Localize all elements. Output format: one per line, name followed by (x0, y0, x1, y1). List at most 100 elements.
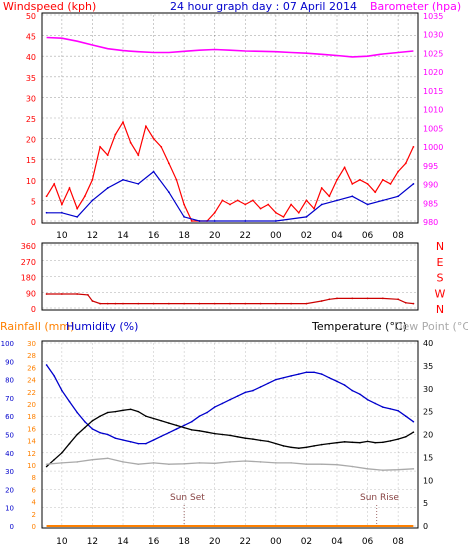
wind-x-tick: 04 (331, 231, 343, 241)
direction-point (213, 302, 216, 305)
humidity-point (313, 371, 315, 374)
temperature-point (91, 419, 94, 422)
series-gust (46, 120, 414, 222)
humidity-point (229, 398, 231, 401)
gust-point (160, 145, 163, 148)
average-point (183, 215, 186, 218)
temp-x-tick: 04 (331, 537, 343, 547)
dew-point-point (336, 463, 338, 466)
rain-y-tick: 16 (27, 425, 36, 433)
temperature-point (297, 447, 300, 450)
barometer-axis-label: Barometer (hpa) (370, 0, 461, 13)
temperature-point (213, 432, 216, 435)
temperature-point (83, 426, 86, 429)
dir-compass-tick: N (436, 240, 444, 253)
humidity-point (198, 415, 201, 418)
temp-y-tick: 40 (423, 339, 433, 348)
temperature-point (343, 441, 346, 443)
temperature-point (244, 437, 247, 439)
temperature-point (236, 435, 239, 438)
gust-point (381, 178, 384, 181)
humidity-point (343, 384, 346, 386)
dewpoint-axis-label: Dew Point (°C) (394, 320, 468, 333)
average-point (305, 215, 308, 218)
gust-point (320, 187, 323, 189)
direction-point (412, 302, 415, 305)
direction-chart: 0 N 90 W 180 S 270 E 360 N (21, 240, 446, 316)
direction-point (274, 302, 277, 305)
humidity-point (145, 442, 147, 445)
humidity-point (236, 395, 239, 397)
dir-compass-tick: W (435, 287, 446, 300)
rain-y-tick: 30 (27, 340, 36, 348)
direction-point (122, 302, 124, 305)
temperature-point (282, 445, 285, 447)
humidity-point (282, 376, 285, 379)
rain-y-tick: 18 (27, 413, 36, 421)
baro-y-tick: 1005 (423, 124, 443, 133)
humidity-point (122, 439, 124, 441)
dew-point-point (351, 465, 354, 468)
dew-point-point (275, 462, 277, 464)
direction-point (106, 302, 109, 305)
humidity-point (221, 402, 224, 405)
gust-point (53, 183, 56, 185)
direction-point (259, 302, 262, 305)
rain-y-tick: 12 (27, 450, 36, 458)
gust-point (83, 195, 86, 198)
direction-point (397, 298, 400, 301)
wind-x-tick: 20 (209, 231, 221, 241)
temp-y-tick: 5 (423, 499, 428, 508)
humidity-y-tick: 20 (5, 486, 14, 494)
temperature-point (198, 430, 201, 432)
humidity-point (412, 420, 415, 423)
humidity-point (328, 376, 331, 379)
gust-point (374, 191, 377, 194)
wind-y-tick: 35 (26, 74, 36, 83)
sunset-label: Sun Set (170, 493, 205, 503)
rain-y-tick: 10 (27, 462, 36, 470)
series-dew-point (46, 457, 414, 471)
temp-y-tick: 30 (423, 385, 433, 394)
humidity-y-tick: 0 (10, 523, 14, 531)
rain-y-tick: 2 (32, 511, 36, 519)
humidity-point (389, 408, 392, 410)
average-point (167, 191, 170, 194)
humidity-point (160, 435, 163, 438)
direction-plot-frame (41, 242, 419, 311)
humidity-y-tick: 50 (5, 432, 14, 440)
gust-point (282, 215, 285, 218)
wind-y-tick: 20 (26, 136, 36, 145)
direction-point (99, 302, 101, 305)
gust-point (114, 133, 117, 136)
temperature-point (351, 441, 354, 444)
humidity-y-tick: 90 (5, 358, 14, 366)
humidity-point (175, 428, 178, 430)
dew-point-point (382, 469, 384, 471)
humidity-point (190, 420, 193, 423)
gust-point (252, 199, 254, 202)
wind-y-tick: 30 (26, 94, 36, 103)
average-point (60, 211, 63, 214)
temperature-point (168, 422, 170, 424)
temperature-axis-label: Temperature (°C) (311, 320, 407, 333)
dir-compass-tick: S (437, 272, 444, 285)
wind-y-tick: 25 (26, 115, 36, 124)
humidity-y-tick: 100 (1, 340, 14, 348)
average-point (137, 183, 140, 185)
average-point (91, 199, 94, 202)
direction-point (86, 293, 89, 296)
humidity-point (397, 409, 399, 412)
temperature-point (183, 426, 185, 429)
gust-point (236, 199, 239, 202)
baro-y-tick: 1000 (423, 143, 443, 152)
sunrise-label: Sun Rise (360, 493, 399, 503)
temp-x-tick: 00 (270, 537, 282, 547)
average-point (76, 215, 79, 218)
humidity-point (99, 431, 101, 434)
direction-point (198, 302, 201, 305)
gust-point (183, 203, 186, 206)
baro-y-tick: 1030 (423, 31, 443, 40)
humidity-point (106, 433, 109, 436)
